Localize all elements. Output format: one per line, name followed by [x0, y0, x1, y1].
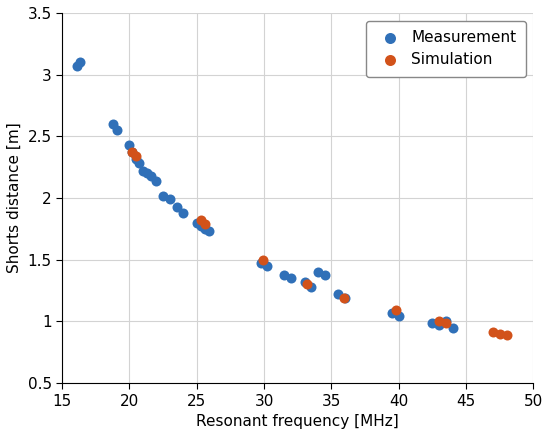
- Measurement: [205, 228, 213, 235]
- Simulation: [435, 318, 444, 325]
- Measurement: [109, 120, 118, 127]
- Measurement: [394, 313, 403, 320]
- Simulation: [303, 281, 312, 288]
- Simulation: [201, 221, 210, 228]
- Measurement: [196, 223, 205, 230]
- Simulation: [392, 307, 400, 314]
- Simulation: [496, 330, 504, 337]
- Measurement: [179, 209, 188, 216]
- Measurement: [340, 294, 349, 301]
- Measurement: [435, 322, 444, 329]
- Measurement: [442, 318, 450, 325]
- Measurement: [280, 271, 289, 278]
- Measurement: [201, 225, 210, 232]
- Simulation: [442, 319, 450, 326]
- Measurement: [314, 269, 322, 276]
- Measurement: [320, 271, 329, 278]
- Measurement: [113, 127, 122, 134]
- Measurement: [166, 196, 174, 203]
- Measurement: [300, 279, 309, 286]
- Simulation: [128, 149, 136, 156]
- Measurement: [75, 59, 84, 66]
- Measurement: [159, 192, 168, 199]
- Measurement: [142, 170, 151, 177]
- Measurement: [125, 141, 134, 148]
- Measurement: [192, 219, 201, 226]
- Legend: Measurement, Simulation: Measurement, Simulation: [366, 20, 526, 77]
- Simulation: [258, 256, 267, 263]
- Measurement: [139, 167, 147, 174]
- Measurement: [287, 275, 295, 282]
- Simulation: [339, 294, 348, 301]
- Measurement: [147, 172, 156, 179]
- Measurement: [388, 309, 397, 316]
- Measurement: [135, 160, 144, 167]
- Measurement: [152, 177, 161, 184]
- Measurement: [334, 291, 343, 298]
- Measurement: [73, 62, 81, 69]
- Measurement: [257, 260, 266, 267]
- Measurement: [132, 155, 141, 162]
- Simulation: [488, 329, 497, 336]
- Measurement: [307, 283, 316, 290]
- Measurement: [428, 319, 437, 326]
- Simulation: [132, 153, 141, 160]
- Simulation: [502, 331, 511, 338]
- Measurement: [172, 203, 181, 210]
- Measurement: [262, 262, 271, 269]
- Measurement: [448, 324, 457, 331]
- Y-axis label: Shorts distance [m]: Shorts distance [m]: [7, 123, 22, 273]
- X-axis label: Resonant frequency [MHz]: Resonant frequency [MHz]: [196, 414, 399, 429]
- Simulation: [196, 217, 205, 224]
- Measurement: [128, 149, 136, 156]
